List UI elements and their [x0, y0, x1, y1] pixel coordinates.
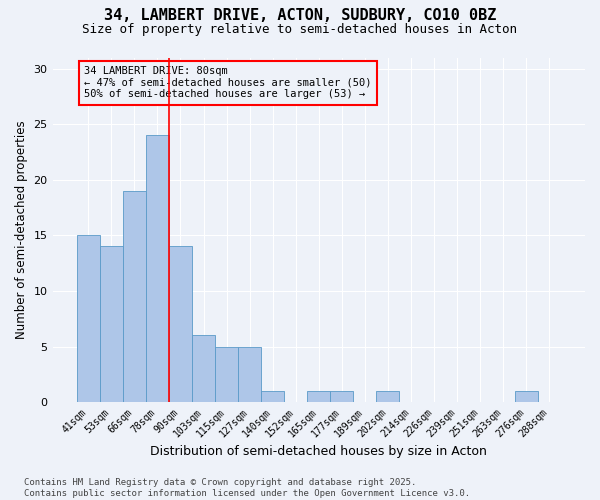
X-axis label: Distribution of semi-detached houses by size in Acton: Distribution of semi-detached houses by …: [151, 444, 487, 458]
Bar: [515, 391, 538, 402]
Bar: [123, 191, 146, 402]
Bar: [192, 336, 215, 402]
Text: 34 LAMBERT DRIVE: 80sqm
← 47% of semi-detached houses are smaller (50)
50% of se: 34 LAMBERT DRIVE: 80sqm ← 47% of semi-de…: [85, 66, 372, 100]
Bar: [330, 391, 353, 402]
Bar: [100, 246, 123, 402]
Bar: [77, 236, 100, 402]
Bar: [261, 391, 284, 402]
Bar: [307, 391, 330, 402]
Bar: [146, 136, 169, 402]
Text: 34, LAMBERT DRIVE, ACTON, SUDBURY, CO10 0BZ: 34, LAMBERT DRIVE, ACTON, SUDBURY, CO10 …: [104, 8, 496, 22]
Bar: [215, 346, 238, 402]
Text: Size of property relative to semi-detached houses in Acton: Size of property relative to semi-detach…: [83, 22, 517, 36]
Y-axis label: Number of semi-detached properties: Number of semi-detached properties: [15, 120, 28, 339]
Bar: [376, 391, 400, 402]
Bar: [169, 246, 192, 402]
Text: Contains HM Land Registry data © Crown copyright and database right 2025.
Contai: Contains HM Land Registry data © Crown c…: [24, 478, 470, 498]
Bar: [238, 346, 261, 402]
